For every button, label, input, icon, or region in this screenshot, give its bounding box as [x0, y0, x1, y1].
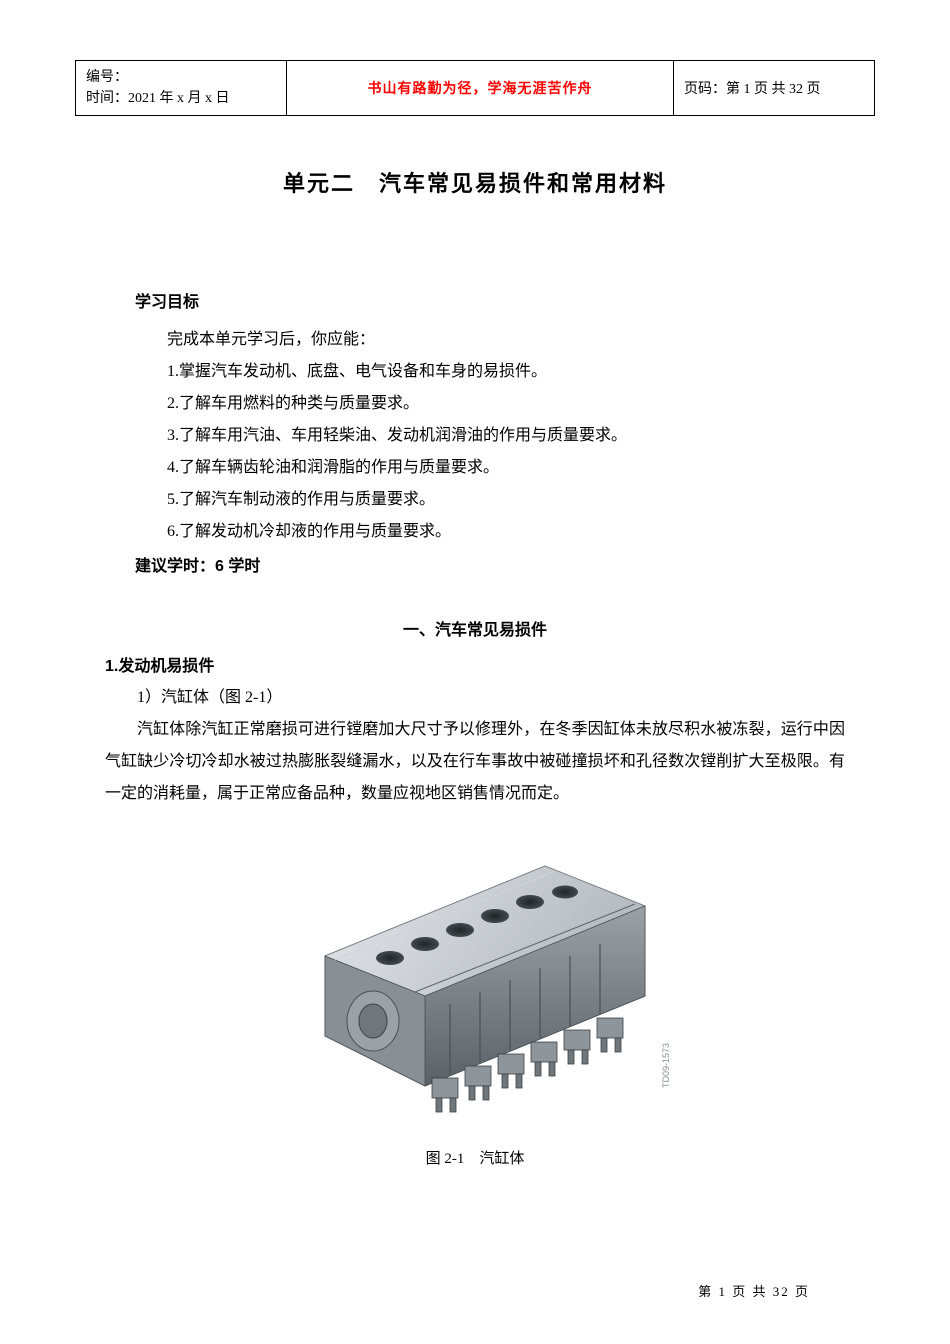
header-center-cell: 书山有路勤为径，学海无涯苦作舟 [287, 61, 674, 116]
figure-caption: 图 2-1 汽缸体 [75, 1147, 875, 1168]
page-footer: 第 1 页 共 32 页 [698, 1281, 810, 1300]
objective-item: 5.了解汽车制动液的作用与质量要求。 [135, 484, 875, 516]
subsection-item: 1）汽缸体（图 2-1） [105, 682, 845, 714]
header-page-label: 页码：第 1 页 共 32 页 [684, 82, 821, 97]
objective-item: 1.掌握汽车发动机、底盘、电气设备和车身的易损件。 [135, 356, 875, 388]
document-header: 编号： 时间：2021 年 x 月 x 日 书山有路勤为径，学海无涯苦作舟 页码… [75, 60, 875, 116]
page-title: 单元二 汽车常见易损件和常用材料 [75, 166, 875, 198]
objective-item: 4.了解车辆齿轮油和润滑脂的作用与质量要求。 [135, 452, 875, 484]
header-date-label: 时间：2021 年 x 月 x 日 [86, 91, 230, 106]
section-heading: 一、汽车常见易损件 [75, 616, 875, 640]
objectives-heading: 学习目标 [135, 288, 875, 312]
figure-container: TD09-1573 图 2-1 汽缸体 [75, 826, 875, 1168]
header-serial-label: 编号： [86, 70, 128, 85]
header-right-cell: 页码：第 1 页 共 32 页 [674, 61, 875, 116]
subsection-heading: 1.发动机易损件 [105, 652, 875, 676]
objective-item: 3.了解车用汽油、车用轻柴油、发动机润滑油的作用与质量要求。 [135, 420, 875, 452]
engine-block-figure: TD09-1573 [265, 826, 685, 1126]
body-paragraph: 汽缸体除汽缸正常磨损可进行镗磨加大尺寸予以修理外，在冬季因缸体未放尽积水被冻裂，… [105, 714, 845, 810]
objectives-intro: 完成本单元学习后，你应能： [135, 324, 875, 356]
objective-item: 6.了解发动机冷却液的作用与质量要求。 [135, 516, 875, 548]
header-motto: 书山有路勤为径，学海无涯苦作舟 [368, 82, 593, 97]
header-left-cell: 编号： 时间：2021 年 x 月 x 日 [76, 61, 287, 116]
objective-item: 2.了解车用燃料的种类与质量要求。 [135, 388, 875, 420]
suggested-hours: 建议学时：6 学时 [135, 552, 875, 576]
figure-watermark: TD09-1573 [661, 1043, 671, 1088]
